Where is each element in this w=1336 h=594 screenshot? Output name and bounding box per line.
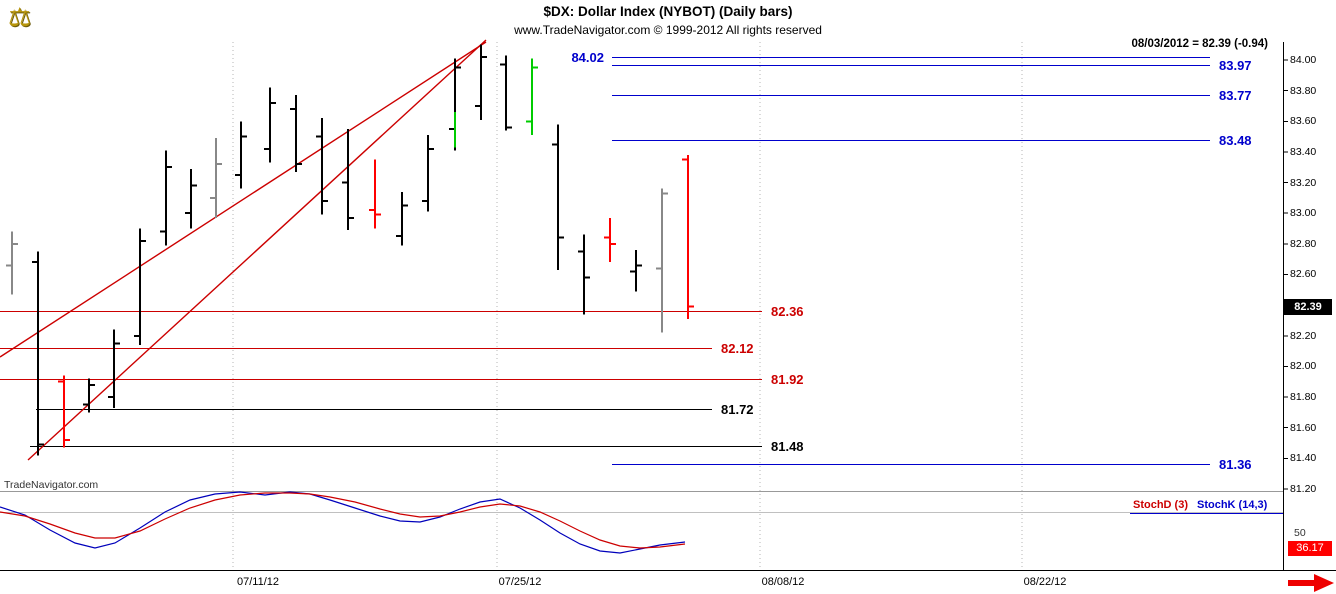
date-tick-label: 07/11/12: [236, 576, 280, 588]
app-logo-icon: ⚖: [8, 2, 32, 32]
price-level-label: 81.48: [771, 439, 804, 454]
price-tick-label: 83.20: [1290, 176, 1317, 189]
stochd-line[interactable]: [0, 492, 686, 549]
quote-readout: 08/03/2012 = 82.39 (-0.94): [1131, 38, 1268, 50]
price-tick-label: 82.00: [1290, 360, 1317, 373]
price-level-label: 83.77: [1219, 88, 1252, 103]
price-tick-label: 81.80: [1290, 391, 1317, 404]
trend-line[interactable]: [27, 39, 487, 461]
price-tick-label: 81.40: [1290, 452, 1317, 465]
trend-line[interactable]: [0, 41, 487, 358]
price-level-label: 81.72: [721, 402, 754, 417]
scroll-right-arrow-icon[interactable]: [1288, 574, 1334, 592]
price-tick-label: 83.60: [1290, 115, 1317, 128]
watermark-text: TradeNavigator.com: [4, 479, 99, 491]
price-tick-label: 82.60: [1290, 268, 1317, 281]
price-tick-label: 83.00: [1290, 207, 1317, 220]
copyright-text: www.TradeNavigator.com © 1999-2012 All r…: [514, 23, 822, 37]
price-tick-label: 81.20: [1290, 482, 1317, 495]
price-level-label: 83.48: [1219, 133, 1252, 148]
price-tick-label: 83.80: [1290, 84, 1317, 97]
price-level-label: 83.97: [1219, 58, 1252, 73]
stoch-level-label: 50: [1294, 527, 1306, 539]
price-level-label: 84.02: [571, 50, 604, 65]
date-tick-label: 08/08/12: [761, 576, 805, 588]
chart-title: $DX: Dollar Index (NYBOT) (Daily bars): [543, 4, 793, 19]
price-level-label: 82.36: [771, 304, 804, 319]
price-tick-label: 81.60: [1290, 421, 1317, 434]
price-tick-label: 82.20: [1290, 329, 1317, 342]
last-price-marker: 82.39: [1284, 299, 1332, 315]
price-tick-label: 83.40: [1290, 145, 1317, 158]
price-level-label: 81.36: [1219, 457, 1252, 472]
price-level-label: 82.12: [721, 341, 754, 356]
price-level-label: 81.92: [771, 372, 804, 387]
stochd-indicator-label[interactable]: StochD (3): [1133, 499, 1188, 511]
price-tick-label: 84.00: [1290, 54, 1317, 66]
stoch-value-marker: 36.17: [1288, 541, 1332, 556]
date-tick-label: 08/22/12: [1023, 576, 1067, 588]
date-tick-label: 07/25/12: [498, 576, 542, 588]
price-tick-label: 82.80: [1290, 237, 1317, 250]
stochk-indicator-label[interactable]: StochK (14,3): [1197, 499, 1268, 511]
stochk-line[interactable]: [0, 491, 686, 554]
